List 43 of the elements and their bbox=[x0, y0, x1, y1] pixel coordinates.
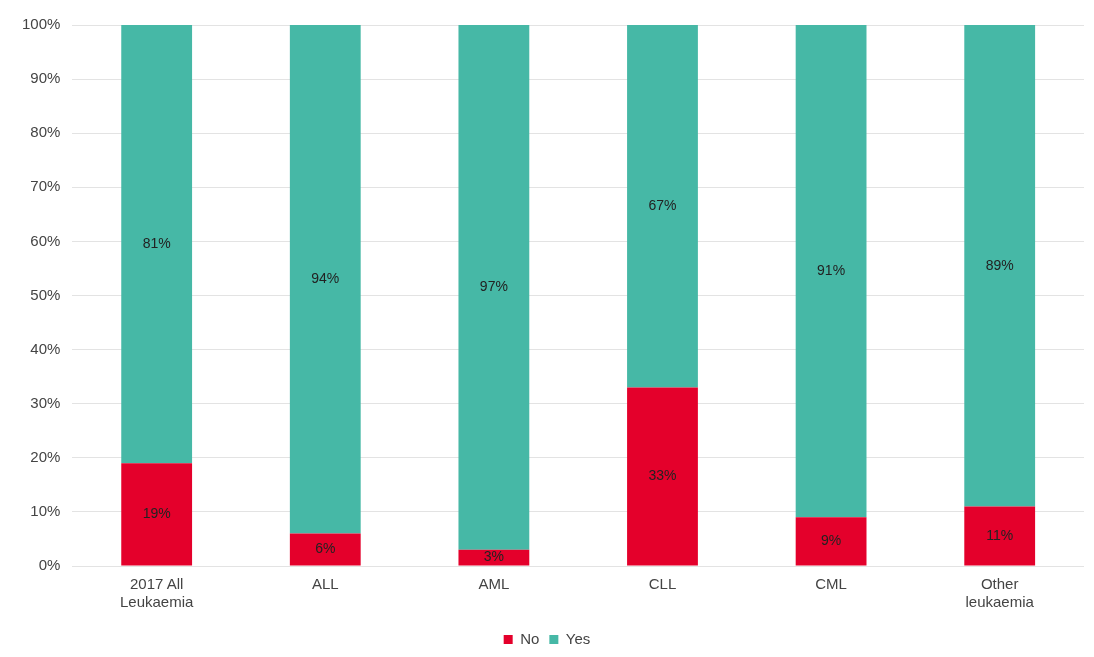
x-tick-label: ALL bbox=[311, 575, 339, 593]
x-tick-label: CLL bbox=[648, 575, 677, 593]
bar bbox=[458, 549, 530, 566]
data-label: 11% bbox=[986, 526, 1014, 543]
x-tick-label: Other leukaemia bbox=[965, 575, 1035, 611]
bar bbox=[121, 463, 193, 566]
y-tick-label: 100% bbox=[21, 15, 61, 33]
bar bbox=[458, 25, 530, 550]
data-label: 6% bbox=[315, 540, 336, 557]
data-label: 97% bbox=[479, 278, 508, 295]
y-tick-label: 50% bbox=[30, 285, 61, 303]
legend-label: Yes bbox=[565, 629, 591, 647]
x-tick-label: CML bbox=[815, 575, 847, 593]
bar bbox=[289, 533, 361, 566]
y-tick-label: 70% bbox=[30, 177, 61, 195]
bar bbox=[964, 506, 1036, 566]
y-tick-label: 10% bbox=[30, 502, 61, 520]
y-tick-label: 30% bbox=[30, 393, 61, 411]
data-label: 67% bbox=[648, 197, 677, 214]
data-label: 81% bbox=[142, 234, 171, 251]
legend-label: No bbox=[520, 629, 540, 647]
x-tick-label: AML bbox=[478, 575, 510, 593]
data-label: 19% bbox=[142, 505, 171, 522]
data-label: 94% bbox=[311, 270, 340, 287]
y-tick-label: 40% bbox=[30, 339, 61, 357]
bar bbox=[627, 25, 698, 388]
y-tick-label: 90% bbox=[30, 69, 61, 87]
bar bbox=[795, 517, 867, 566]
data-label: 89% bbox=[985, 256, 1014, 273]
bar bbox=[964, 25, 1036, 507]
bar bbox=[627, 387, 698, 566]
y-tick-label: 20% bbox=[30, 447, 61, 465]
y-tick-label: 0% bbox=[38, 556, 61, 574]
data-label: 3% bbox=[483, 548, 504, 565]
y-tick-label: 60% bbox=[30, 231, 61, 249]
y-tick-label: 80% bbox=[30, 123, 61, 141]
bar bbox=[121, 25, 193, 464]
x-tick-label: 2017 All Leukaemia bbox=[119, 575, 195, 611]
bar bbox=[795, 25, 867, 518]
data-label: 91% bbox=[817, 262, 846, 279]
data-label: 9% bbox=[820, 532, 842, 549]
data-label: 33% bbox=[648, 467, 677, 484]
bar bbox=[289, 25, 361, 534]
